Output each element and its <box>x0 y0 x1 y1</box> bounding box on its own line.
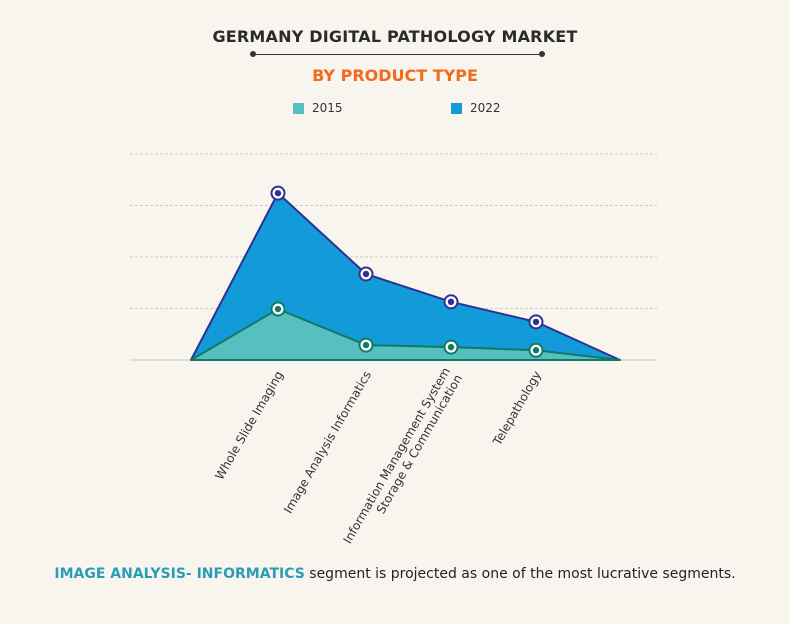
x-tick-label: Image Analysis Informatics <box>281 369 374 516</box>
data-point-center <box>447 343 455 351</box>
data-point-center <box>532 347 540 354</box>
legend-swatch <box>451 102 462 114</box>
legend-label: 2015 <box>312 101 343 115</box>
x-tick-label-line: Whole Slide Imaging <box>212 369 286 483</box>
footer-highlight: IMAGE ANALYSIS- INFORMATICS <box>54 566 305 582</box>
data-point-center <box>274 189 282 197</box>
x-tick-label: Whole Slide Imaging <box>212 369 286 483</box>
data-point-center <box>274 305 282 313</box>
footer-note: IMAGE ANALYSIS- INFORMATICS segment is p… <box>0 566 790 582</box>
legend-item-2015: 2015 <box>293 101 343 115</box>
data-point-center <box>447 298 455 306</box>
legend-swatch <box>293 102 304 114</box>
footer-text: segment is projected as one of the most … <box>304 566 736 582</box>
x-tick-label-line: Storage & Communication <box>374 372 465 516</box>
data-point-center <box>532 318 540 326</box>
x-tick-label-line: Telepathology <box>490 369 544 449</box>
legend-item-2022: 2022 <box>451 101 501 115</box>
chart-title: GERMANY DIGITAL PATHOLOGY MARKET <box>212 27 578 46</box>
x-tick-label-line: Image Analysis Informatics <box>281 369 374 516</box>
title-divider <box>252 54 542 55</box>
data-point-center <box>362 341 370 349</box>
legend-label: 2022 <box>470 101 501 115</box>
divider-dot <box>539 51 545 57</box>
divider-dot <box>250 51 256 57</box>
x-tick-label: Telepathology <box>490 369 544 449</box>
chart-subtitle: BY PRODUCT TYPE <box>312 66 478 85</box>
data-point-center <box>362 270 370 278</box>
